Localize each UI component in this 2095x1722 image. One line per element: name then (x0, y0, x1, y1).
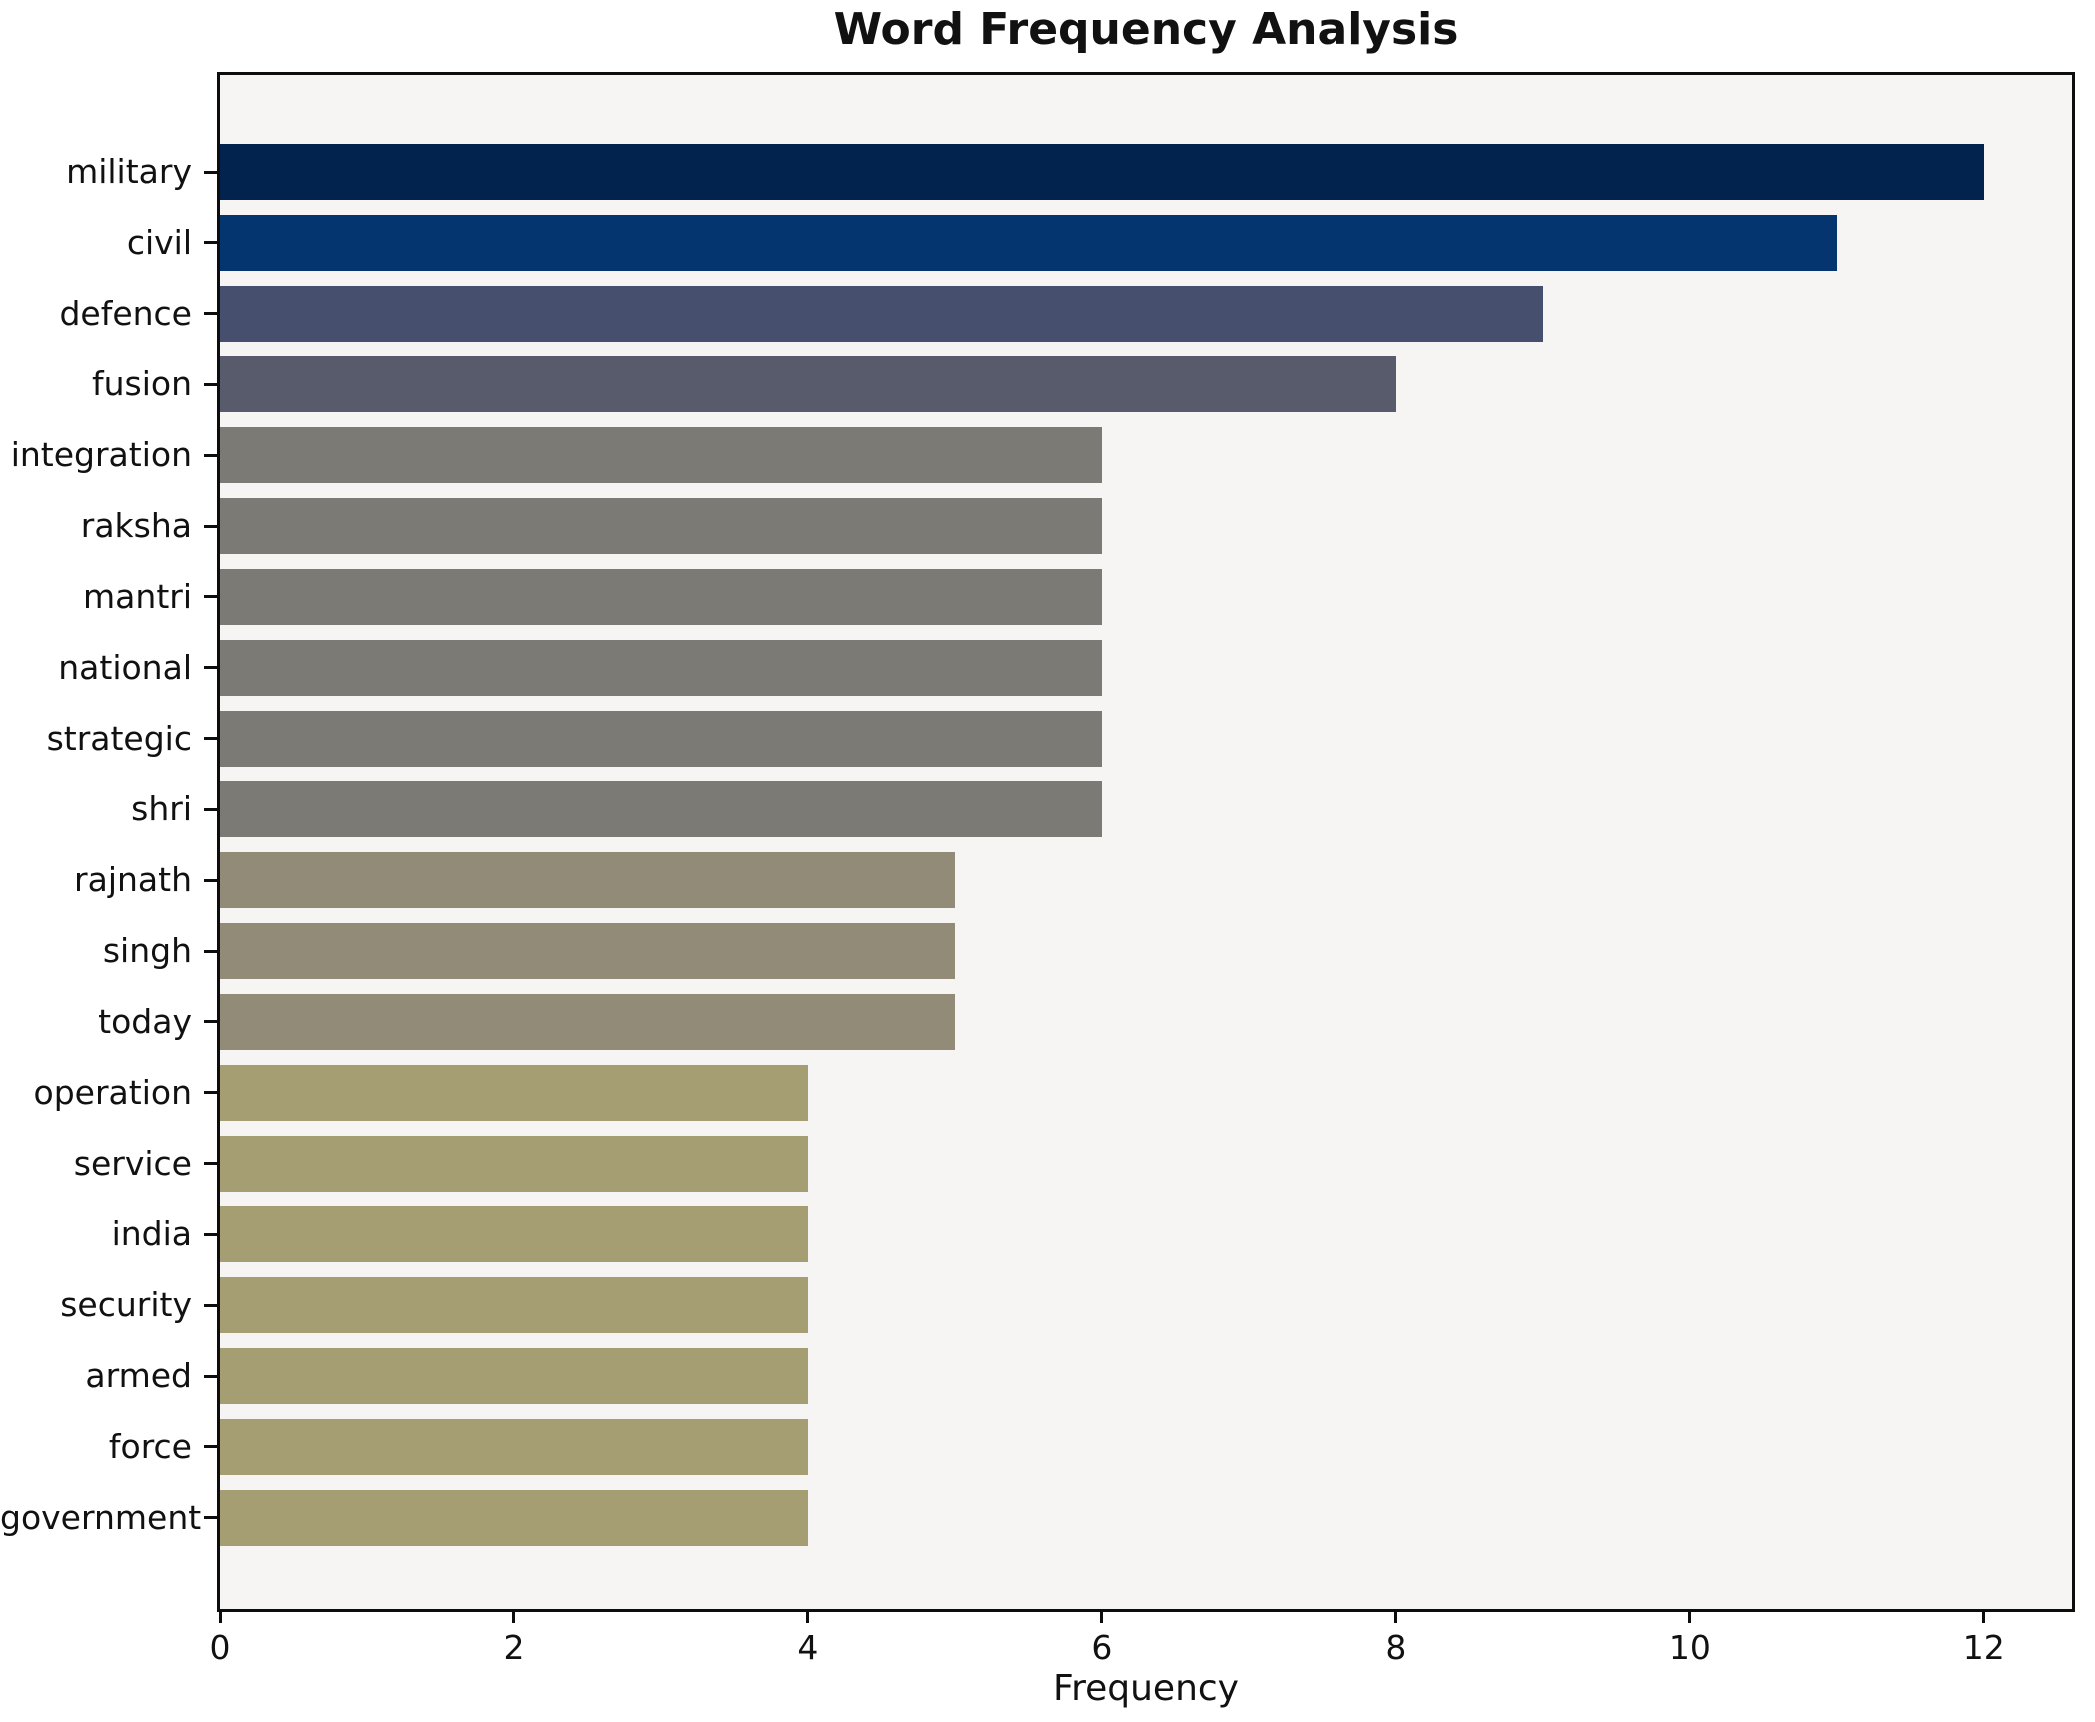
y-tick (204, 1232, 217, 1236)
bar-shri (220, 781, 1102, 838)
y-tick (204, 1445, 217, 1449)
bar-operation (220, 1064, 808, 1121)
bar-military (220, 144, 1984, 200)
y-tick (204, 807, 217, 811)
y-tick (204, 1303, 217, 1307)
y-tick-label: national (58, 647, 192, 687)
y-tick (204, 170, 217, 174)
bar-singh (220, 923, 955, 980)
y-tick-label: defence (59, 293, 192, 333)
x-tick-label: 10 (1668, 1628, 1711, 1667)
y-tick (204, 1020, 217, 1024)
y-tick-label: today (98, 1001, 192, 1041)
y-tick-label: integration (10, 435, 192, 475)
y-tick (204, 1162, 217, 1166)
y-tick (204, 382, 217, 386)
y-tick (204, 949, 217, 953)
y-tick (204, 1374, 217, 1378)
y-tick-label: fusion (92, 364, 192, 404)
bar-defence (220, 285, 1543, 342)
y-tick-label: rajnath (74, 860, 192, 900)
chart-title: Word Frequency Analysis (833, 4, 1459, 55)
y-tick-label: service (73, 1143, 192, 1183)
x-tick-label: 12 (1962, 1628, 2005, 1667)
bar-india (220, 1206, 808, 1263)
y-tick (204, 453, 217, 457)
y-tick-label: operation (33, 1072, 192, 1112)
bar-raksha (220, 498, 1102, 555)
y-tick (204, 241, 217, 245)
y-tick-label: shri (131, 789, 192, 829)
x-tick-label: 0 (209, 1628, 231, 1667)
y-tick-label: security (60, 1285, 192, 1325)
bar-strategic (220, 710, 1102, 767)
y-tick-label: military (66, 152, 192, 191)
x-axis-label: Frequency (1053, 1668, 1239, 1709)
x-tick-label: 6 (1091, 1628, 1113, 1667)
y-tick (204, 878, 217, 882)
bar-mantri (220, 568, 1102, 625)
bar-national (220, 639, 1102, 696)
x-tick (1982, 1612, 1986, 1623)
x-tick (512, 1612, 516, 1623)
y-tick (204, 312, 217, 316)
bar-integration (220, 427, 1102, 484)
bar-rajnath (220, 852, 955, 909)
bar-government (220, 1489, 808, 1546)
y-tick-label: armed (85, 1356, 192, 1396)
bar-armed (220, 1348, 808, 1405)
bar-civil (220, 214, 1837, 271)
y-tick (204, 666, 217, 670)
y-tick-label: singh (102, 931, 192, 971)
y-tick-label: mantri (83, 576, 192, 616)
x-tick-label: 2 (503, 1628, 525, 1667)
y-tick (204, 524, 217, 528)
x-tick (1394, 1612, 1398, 1623)
bar-security (220, 1277, 808, 1334)
x-tick (218, 1612, 222, 1623)
y-tick-label: raksha (80, 506, 192, 546)
y-tick (204, 595, 217, 599)
bar-service (220, 1135, 808, 1192)
x-tick (1100, 1612, 1104, 1623)
x-tick-label: 4 (797, 1628, 819, 1667)
y-tick (204, 737, 217, 741)
y-tick-label: government (0, 1497, 202, 1537)
y-tick-label: force (108, 1426, 192, 1466)
bar-fusion (220, 356, 1396, 413)
x-tick (806, 1612, 810, 1623)
y-tick (204, 1516, 217, 1520)
plot-area (217, 72, 2075, 1612)
x-tick-label: 8 (1385, 1628, 1407, 1667)
y-tick-label: civil (126, 222, 192, 262)
y-tick-label: strategic (46, 718, 192, 758)
bar-today (220, 993, 955, 1050)
x-tick (1688, 1612, 1692, 1623)
bar-force (220, 1418, 808, 1475)
y-tick (204, 1091, 217, 1095)
y-tick-label: india (111, 1214, 192, 1254)
